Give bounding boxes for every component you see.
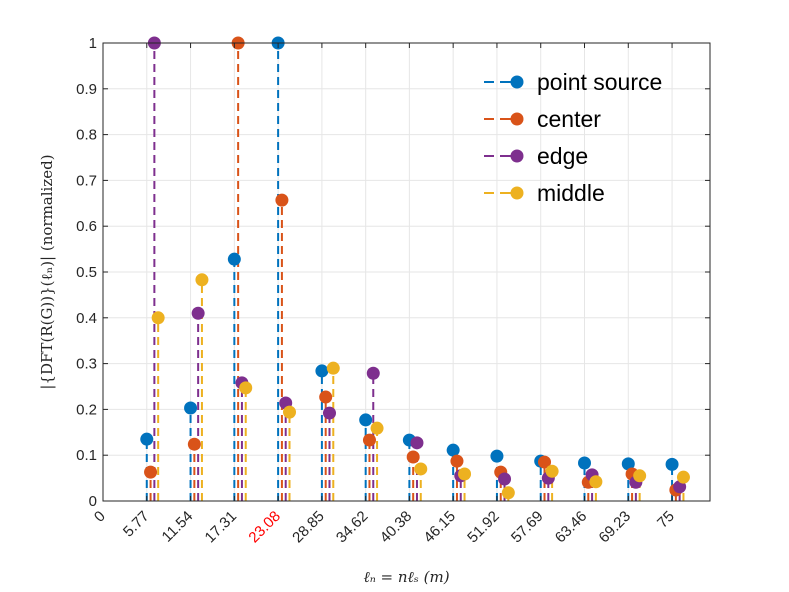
marker-center <box>362 433 376 447</box>
marker-middle <box>545 464 559 478</box>
y-tick-labels: 0 0.1 0.2 0.3 0.4 0.5 0.6 0.7 0.8 0.9 1 <box>76 35 97 510</box>
y-tick-label: 0.5 <box>76 264 97 281</box>
legend-marker <box>510 112 524 126</box>
marker-center <box>187 437 201 451</box>
marker-edge <box>366 366 380 380</box>
legend-label: point source <box>537 69 662 95</box>
marker-point-source <box>184 401 198 415</box>
marker-middle <box>633 469 647 483</box>
x-tick-label: 23.08 <box>245 508 284 547</box>
y-tick-label: 0.8 <box>76 127 97 144</box>
y-tick-label: 1 <box>89 35 97 52</box>
legend-marker <box>510 75 524 89</box>
x-tick-label: 63.46 <box>552 508 591 547</box>
y-tick-label: 0.7 <box>76 172 97 189</box>
marker-point-source <box>446 443 460 457</box>
y-tick-label: 0.1 <box>76 447 97 464</box>
marker-middle <box>676 470 690 484</box>
axis-ticks <box>102 42 710 502</box>
legend-item-point-source: point source <box>484 69 662 95</box>
marker-middle <box>458 467 472 481</box>
x-tick-label: 5.77 <box>120 508 153 541</box>
marker-middle <box>414 462 428 476</box>
marker-point-source <box>359 413 373 427</box>
x-tick-label: 28.85 <box>289 508 328 547</box>
marker-middle <box>283 405 297 419</box>
x-tick-label: 40.38 <box>377 508 416 547</box>
marker-middle <box>326 361 340 375</box>
x-tick-label: 11.54 <box>159 508 197 546</box>
legend-item-center: center <box>484 106 601 132</box>
marker-edge <box>410 436 424 450</box>
y-tick-label: 0.9 <box>76 81 97 98</box>
legend-label: edge <box>537 143 588 169</box>
legend-label: middle <box>537 180 605 206</box>
marker-point-source <box>665 457 679 471</box>
marker-center <box>275 193 289 207</box>
y-tick-label: 0.6 <box>76 218 97 235</box>
legend-item-edge: edge <box>484 143 588 169</box>
marker-center <box>538 455 552 469</box>
marker-point-source <box>490 449 504 463</box>
marker-center <box>319 390 333 404</box>
marker-center <box>144 465 158 479</box>
x-axis-label: ℓₙ = nℓₛ (m) <box>363 568 449 586</box>
y-tick-label: 0.2 <box>76 401 97 418</box>
marker-middle <box>370 421 384 435</box>
marker-middle <box>589 475 603 489</box>
legend-marker <box>510 149 524 163</box>
x-tick-label: 75 <box>654 508 678 532</box>
marker-edge <box>498 472 512 486</box>
marker-point-source <box>140 432 154 446</box>
grid-lines <box>102 42 710 502</box>
marker-center <box>406 450 420 464</box>
marker-point-source <box>578 456 592 470</box>
x-tick-label: 57.69 <box>508 508 547 547</box>
data-markers <box>140 36 690 500</box>
marker-point-source <box>227 252 241 266</box>
x-tick-label: 69.23 <box>596 508 635 547</box>
x-tick-label: 46.15 <box>420 508 459 547</box>
marker-point-source <box>621 457 635 471</box>
x-tick-label: 51.92 <box>464 508 503 547</box>
marker-middle <box>239 381 253 395</box>
legend-marker <box>510 186 524 200</box>
x-tick-label: 34.62 <box>333 508 372 547</box>
x-tick-label: 0 <box>91 508 109 526</box>
y-tick-label: 0 <box>89 493 97 510</box>
legend-label: center <box>537 106 601 132</box>
legend-item-middle: middle <box>484 180 605 206</box>
marker-edge <box>191 306 205 320</box>
marker-point-source <box>315 364 329 378</box>
x-tick-label: 17.31 <box>202 508 241 547</box>
y-tick-label: 0.4 <box>76 310 97 327</box>
y-axis-label: |{DFT(R(G))}(ℓₙ)| (normalized) <box>38 154 56 389</box>
y-tick-label: 0.3 <box>76 356 97 373</box>
legend: point source center edge middle <box>484 69 662 206</box>
marker-center <box>450 454 464 468</box>
marker-middle <box>195 273 209 287</box>
marker-middle <box>501 486 515 500</box>
marker-middle <box>151 311 165 325</box>
marker-edge <box>322 406 336 420</box>
x-tick-labels: 0 5.77 11.54 17.31 23.08 28.85 34.62 40.38 46.15… <box>91 508 678 547</box>
